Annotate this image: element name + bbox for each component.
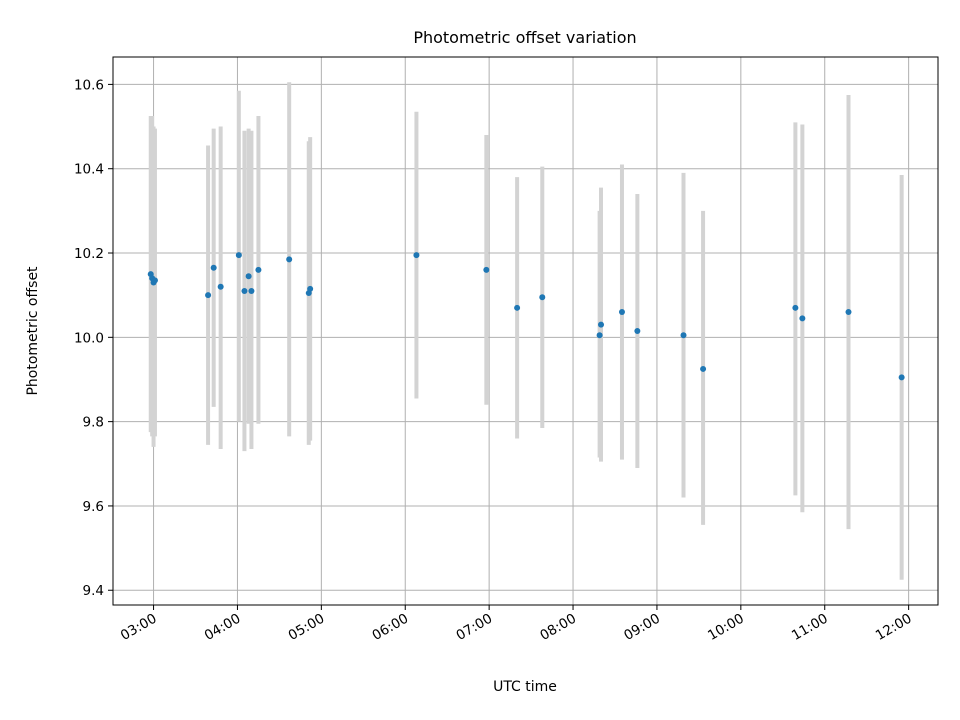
data-point [634,328,641,334]
data-point [845,309,852,316]
data-point [514,304,521,311]
y-axis-label: Photometric offset [25,266,41,396]
data-point [596,332,603,339]
y-tick-label: 9.6 [83,499,104,515]
data-point [286,256,293,263]
data-point [245,273,252,280]
data-point [483,266,490,273]
data-point [307,285,314,292]
x-axis-label: UTC time [493,679,557,695]
data-point [700,365,707,372]
data-point [413,252,420,259]
data-point [205,292,212,299]
data-point [255,266,262,273]
y-tick-label: 10.0 [74,330,104,346]
data-point [618,309,625,316]
data-point [792,304,799,311]
y-tick-label: 9.4 [83,583,104,599]
y-tick-label: 10.4 [74,162,104,178]
y-tick-label: 10.6 [74,77,104,93]
data-point [799,315,806,322]
plot-frame [112,56,939,606]
data-point [680,332,687,339]
data-points [147,252,905,381]
data-point [598,321,605,328]
data-point [217,283,224,290]
y-axis: 9.4 9.6 9.8 10.0 10.2 10.4 10.6 [74,77,113,599]
data-point [210,264,217,271]
data-point [235,252,242,259]
y-tick-label: 10.2 [74,246,104,262]
data-point [898,374,905,381]
data-point [151,277,158,284]
data-point [241,287,248,294]
data-point [248,287,255,294]
data-point [539,294,546,301]
y-tick-label: 9.8 [83,415,104,431]
chart-title: Photometric offset variation [413,28,636,47]
